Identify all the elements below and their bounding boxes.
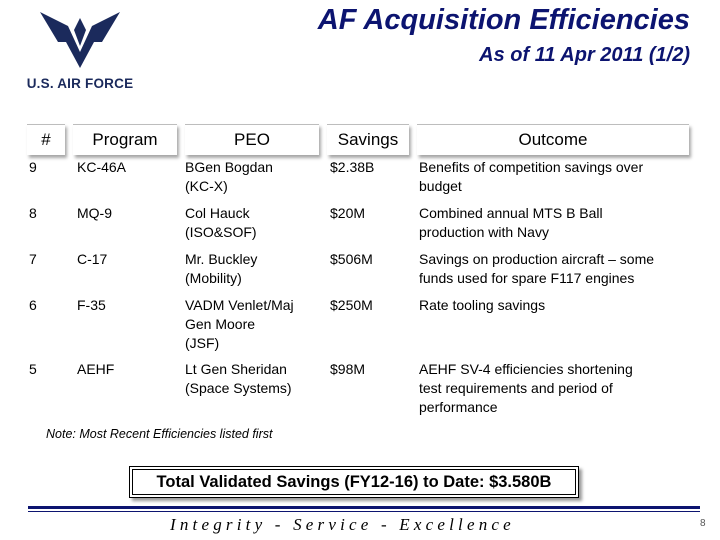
- table-row: 5 AEHF Lt Gen Sheridan (Space Systems) $…: [27, 360, 691, 422]
- row-outcome: Benefits of competition savings over bud…: [419, 159, 644, 194]
- row-program: KC-46A: [77, 159, 127, 175]
- page-title: AF Acquisition Efficiencies: [317, 4, 690, 36]
- row-number: 6: [29, 297, 37, 313]
- footer-motto: Integrity - Service - Excellence: [170, 515, 515, 534]
- total-savings-box: Total Validated Savings (FY12-16) to Dat…: [129, 466, 579, 498]
- total-savings-text: Total Validated Savings (FY12-16) to Dat…: [132, 469, 576, 495]
- row-program: AEHF: [77, 361, 115, 377]
- row-peo: BGen Bogdan (KC-X): [185, 159, 273, 194]
- row-outcome: AEHF SV-4 efficiencies shortening test r…: [419, 361, 633, 415]
- row-number: 7: [29, 251, 37, 267]
- efficiencies-table: # Program PEO Savings Outcome 9 KC-46A B…: [27, 124, 691, 415]
- table-row: 6 F-35 VADM Venlet/Maj Gen Moore (JSF) $…: [27, 296, 691, 358]
- row-savings: $506M: [330, 251, 373, 267]
- column-header-savings: Savings: [327, 124, 409, 155]
- page-number: 8: [700, 518, 706, 529]
- column-header-peo: PEO: [185, 124, 319, 155]
- row-program: F-35: [77, 297, 106, 313]
- table-header-row: # Program PEO Savings Outcome: [27, 124, 691, 155]
- row-outcome: Combined annual MTS B Ball production wi…: [419, 205, 603, 240]
- footer-divider-thin: [28, 511, 700, 512]
- row-program: MQ-9: [77, 205, 112, 221]
- column-header-outcome: Outcome: [417, 124, 689, 155]
- row-peo: VADM Venlet/Maj Gen Moore (JSF): [185, 297, 294, 351]
- page-subtitle: As of 11 Apr 2011 (1/2): [479, 44, 690, 66]
- us-air-force-logo: U.S. AIR FORCE: [18, 8, 146, 98]
- column-header-number: #: [27, 124, 65, 155]
- row-savings: $20M: [330, 205, 366, 221]
- row-outcome: Savings on production aircraft – some fu…: [419, 251, 655, 286]
- row-peo: Col Hauck (ISO&SOF): [185, 205, 257, 240]
- row-program: C-17: [77, 251, 108, 267]
- column-header-program: Program: [73, 124, 177, 155]
- footer-divider: [28, 506, 700, 509]
- row-number: 8: [29, 205, 37, 221]
- row-peo: Mr. Buckley (Mobility): [185, 251, 258, 286]
- row-number: 9: [29, 159, 37, 175]
- table-row: 8 MQ-9 Col Hauck (ISO&SOF) $20M Combined…: [27, 204, 691, 248]
- air-force-symbol-icon: [40, 12, 120, 68]
- row-savings: $250M: [330, 297, 373, 313]
- row-number: 5: [29, 361, 37, 377]
- table-row: 7 C-17 Mr. Buckley (Mobility) $506M Savi…: [27, 250, 691, 294]
- row-savings: $2.38B: [330, 159, 375, 175]
- logo-text: U.S. AIR FORCE: [26, 76, 134, 91]
- row-peo: Lt Gen Sheridan (Space Systems): [185, 361, 292, 396]
- row-outcome: Rate tooling savings: [419, 297, 546, 313]
- footnote: Note: Most Recent Efficiencies listed fi…: [46, 427, 273, 441]
- row-savings: $98M: [330, 361, 366, 377]
- table-row: 9 KC-46A BGen Bogdan (KC-X) $2.38B Benef…: [27, 158, 691, 202]
